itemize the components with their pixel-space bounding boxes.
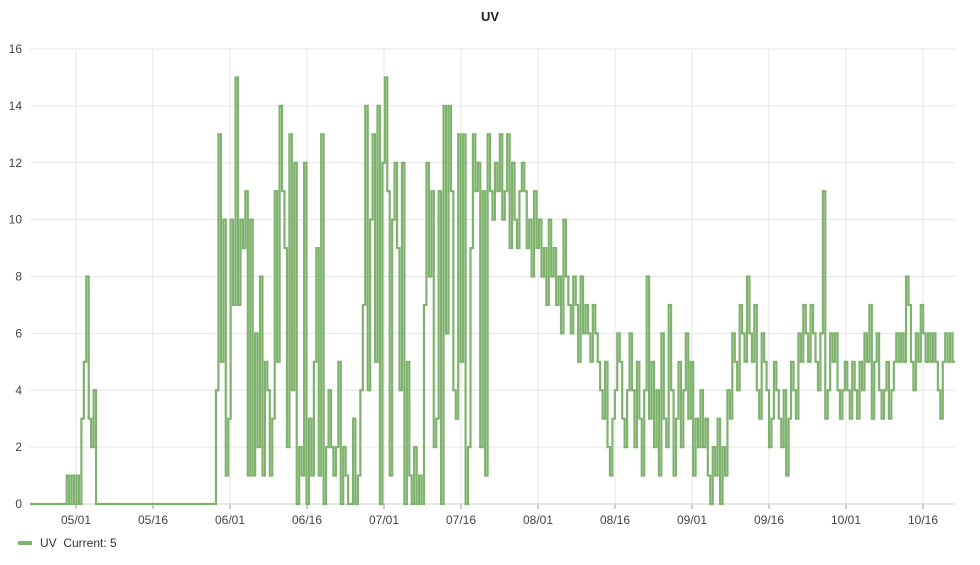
x-tick-label: 07/16 [446, 513, 476, 527]
x-tick-label: 09/16 [754, 513, 784, 527]
y-tick-label: 6 [15, 326, 22, 340]
y-tick-label: 4 [15, 383, 22, 397]
x-tick-label: 06/16 [292, 513, 322, 527]
x-tick-label: 10/16 [908, 513, 938, 527]
y-tick-label: 8 [15, 270, 22, 284]
y-tick-label: 12 [9, 156, 23, 170]
x-tick-label: 08/16 [600, 513, 630, 527]
x-tick-label: 07/01 [369, 513, 399, 527]
chart-title: UV [480, 9, 500, 24]
y-tick-label: 0 [15, 497, 22, 511]
x-tick-label: 05/01 [61, 513, 91, 527]
y-tick-label: 14 [9, 99, 23, 113]
legend[interactable]: UV Current: 5 [18, 536, 117, 550]
x-tick-label: 05/16 [138, 513, 168, 527]
legend-label: UV Current: 5 [40, 536, 117, 550]
x-tick-label: 06/01 [215, 513, 245, 527]
series-line-uv [30, 76, 955, 506]
legend-swatch [18, 541, 32, 545]
x-tick-label: 09/01 [677, 513, 707, 527]
y-tick-label: 10 [9, 213, 23, 227]
x-tick-label: 08/01 [523, 513, 553, 527]
y-tick-label: 2 [15, 440, 22, 454]
x-tick-label: 10/01 [831, 513, 861, 527]
y-tick-label: 16 [9, 42, 23, 56]
